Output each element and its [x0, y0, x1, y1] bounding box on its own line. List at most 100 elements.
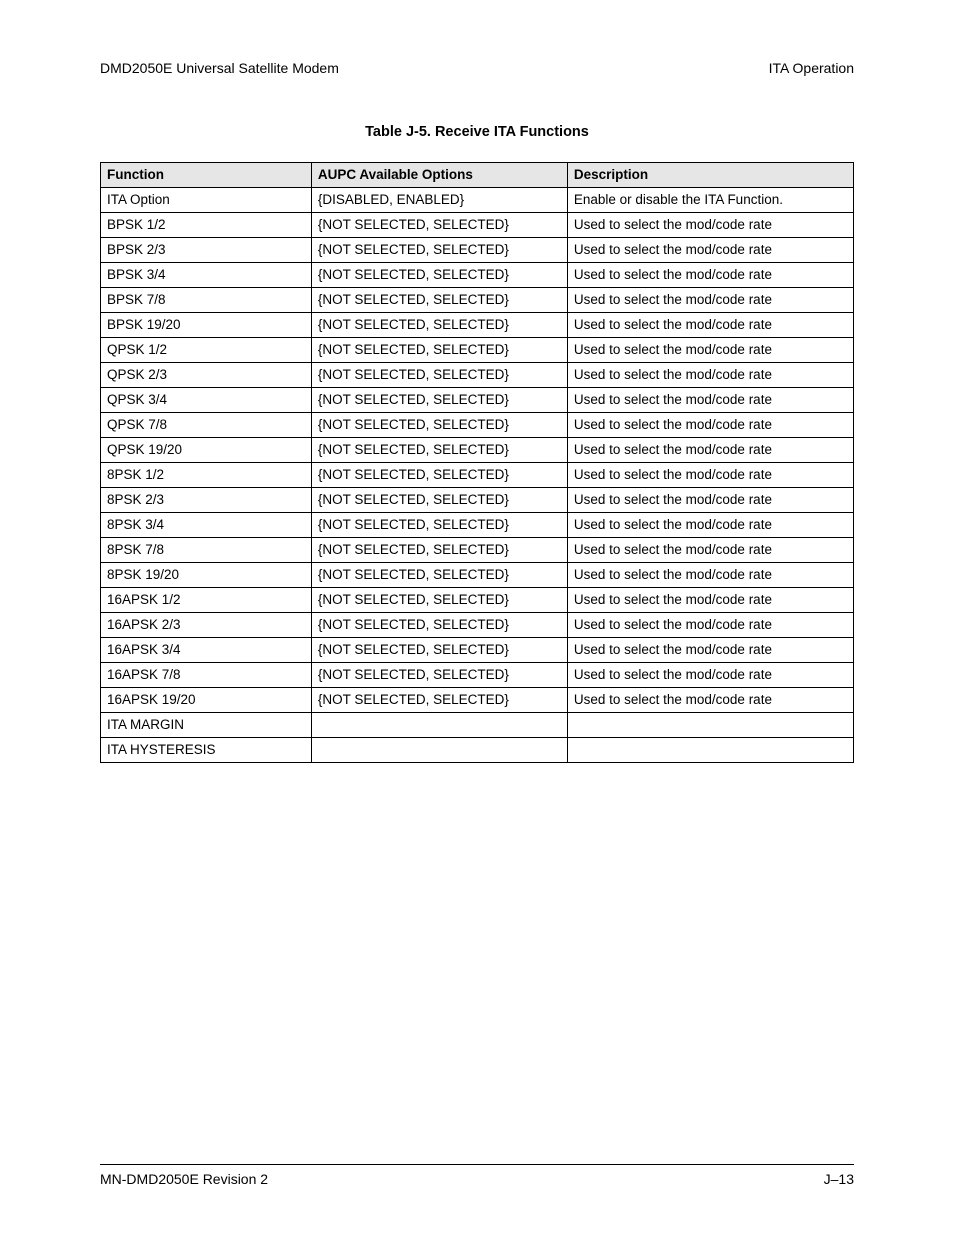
table-row: 16APSK 7/8{NOT SELECTED, SELECTED}Used t…: [101, 663, 854, 688]
table-row: QPSK 7/8{NOT SELECTED, SELECTED}Used to …: [101, 413, 854, 438]
table-cell: QPSK 1/2: [101, 338, 312, 363]
table-cell: {NOT SELECTED, SELECTED}: [311, 263, 567, 288]
table-cell: {NOT SELECTED, SELECTED}: [311, 638, 567, 663]
table-row: 8PSK 19/20{NOT SELECTED, SELECTED}Used t…: [101, 563, 854, 588]
table-cell: Enable or disable the ITA Function.: [567, 188, 853, 213]
table-cell: QPSK 2/3: [101, 363, 312, 388]
table-row: 16APSK 1/2{NOT SELECTED, SELECTED}Used t…: [101, 588, 854, 613]
table-cell: Used to select the mod/code rate: [567, 513, 853, 538]
footer-right: J–13: [824, 1171, 854, 1187]
table-cell: {NOT SELECTED, SELECTED}: [311, 563, 567, 588]
table-cell: {NOT SELECTED, SELECTED}: [311, 413, 567, 438]
page-header: DMD2050E Universal Satellite Modem ITA O…: [100, 60, 854, 76]
header-right: ITA Operation: [769, 60, 854, 76]
col-description: Description: [567, 163, 853, 188]
table-cell: [567, 713, 853, 738]
table-header-row: Function AUPC Available Options Descript…: [101, 163, 854, 188]
table-cell: {NOT SELECTED, SELECTED}: [311, 338, 567, 363]
table-row: BPSK 19/20{NOT SELECTED, SELECTED}Used t…: [101, 313, 854, 338]
table-cell: {NOT SELECTED, SELECTED}: [311, 588, 567, 613]
table-cell: {DISABLED, ENABLED}: [311, 188, 567, 213]
table-row: QPSK 2/3{NOT SELECTED, SELECTED}Used to …: [101, 363, 854, 388]
table-cell: QPSK 7/8: [101, 413, 312, 438]
ita-functions-table: Function AUPC Available Options Descript…: [100, 162, 854, 763]
table-row: ITA HYSTERESIS: [101, 738, 854, 763]
table-row: 16APSK 3/4{NOT SELECTED, SELECTED}Used t…: [101, 638, 854, 663]
table-cell: {NOT SELECTED, SELECTED}: [311, 238, 567, 263]
col-function: Function: [101, 163, 312, 188]
table-cell: Used to select the mod/code rate: [567, 338, 853, 363]
table-cell: Used to select the mod/code rate: [567, 438, 853, 463]
footer-left: MN-DMD2050E Revision 2: [100, 1171, 268, 1187]
table-row: 16APSK 2/3{NOT SELECTED, SELECTED}Used t…: [101, 613, 854, 638]
table-cell: [567, 738, 853, 763]
header-left: DMD2050E Universal Satellite Modem: [100, 60, 339, 76]
table-cell: BPSK 2/3: [101, 238, 312, 263]
table-cell: {NOT SELECTED, SELECTED}: [311, 313, 567, 338]
table-cell: {NOT SELECTED, SELECTED}: [311, 213, 567, 238]
table-cell: {NOT SELECTED, SELECTED}: [311, 463, 567, 488]
table-cell: {NOT SELECTED, SELECTED}: [311, 613, 567, 638]
table-cell: 8PSK 2/3: [101, 488, 312, 513]
table-cell: BPSK 1/2: [101, 213, 312, 238]
table-cell: {NOT SELECTED, SELECTED}: [311, 388, 567, 413]
col-options: AUPC Available Options: [311, 163, 567, 188]
table-cell: Used to select the mod/code rate: [567, 363, 853, 388]
table-cell: QPSK 19/20: [101, 438, 312, 463]
table-cell: 8PSK 7/8: [101, 538, 312, 563]
table-cell: QPSK 3/4: [101, 388, 312, 413]
table-cell: Used to select the mod/code rate: [567, 488, 853, 513]
table-row: BPSK 1/2{NOT SELECTED, SELECTED}Used to …: [101, 213, 854, 238]
table-cell: Used to select the mod/code rate: [567, 638, 853, 663]
table-cell: 8PSK 19/20: [101, 563, 312, 588]
table-row: 8PSK 1/2{NOT SELECTED, SELECTED}Used to …: [101, 463, 854, 488]
table-row: QPSK 19/20{NOT SELECTED, SELECTED}Used t…: [101, 438, 854, 463]
table-cell: {NOT SELECTED, SELECTED}: [311, 488, 567, 513]
table-cell: 16APSK 19/20: [101, 688, 312, 713]
table-cell: {NOT SELECTED, SELECTED}: [311, 688, 567, 713]
table-cell: Used to select the mod/code rate: [567, 663, 853, 688]
table-cell: 8PSK 3/4: [101, 513, 312, 538]
table-cell: Used to select the mod/code rate: [567, 213, 853, 238]
table-body: ITA Option{DISABLED, ENABLED}Enable or d…: [101, 188, 854, 763]
table-cell: Used to select the mod/code rate: [567, 563, 853, 588]
table-cell: 16APSK 7/8: [101, 663, 312, 688]
table-cell: {NOT SELECTED, SELECTED}: [311, 663, 567, 688]
table-cell: Used to select the mod/code rate: [567, 238, 853, 263]
table-row: QPSK 1/2{NOT SELECTED, SELECTED}Used to …: [101, 338, 854, 363]
table-cell: Used to select the mod/code rate: [567, 613, 853, 638]
table-cell: [311, 738, 567, 763]
table-cell: 16APSK 2/3: [101, 613, 312, 638]
table-cell: BPSK 7/8: [101, 288, 312, 313]
table-cell: Used to select the mod/code rate: [567, 288, 853, 313]
table-cell: 8PSK 1/2: [101, 463, 312, 488]
table-row: BPSK 2/3{NOT SELECTED, SELECTED}Used to …: [101, 238, 854, 263]
table-cell: ITA HYSTERESIS: [101, 738, 312, 763]
table-row: 8PSK 2/3{NOT SELECTED, SELECTED}Used to …: [101, 488, 854, 513]
table-cell: Used to select the mod/code rate: [567, 588, 853, 613]
table-cell: BPSK 3/4: [101, 263, 312, 288]
table-cell: Used to select the mod/code rate: [567, 263, 853, 288]
table-row: QPSK 3/4{NOT SELECTED, SELECTED}Used to …: [101, 388, 854, 413]
table-row: BPSK 3/4{NOT SELECTED, SELECTED}Used to …: [101, 263, 854, 288]
table-row: ITA Option{DISABLED, ENABLED}Enable or d…: [101, 188, 854, 213]
table-cell: Used to select the mod/code rate: [567, 688, 853, 713]
page-footer: MN-DMD2050E Revision 2 J–13: [100, 1164, 854, 1187]
table-row: BPSK 7/8{NOT SELECTED, SELECTED}Used to …: [101, 288, 854, 313]
table-cell: [311, 713, 567, 738]
table-cell: ITA MARGIN: [101, 713, 312, 738]
table-cell: {NOT SELECTED, SELECTED}: [311, 288, 567, 313]
table-cell: Used to select the mod/code rate: [567, 388, 853, 413]
table-cell: {NOT SELECTED, SELECTED}: [311, 513, 567, 538]
table-cell: ITA Option: [101, 188, 312, 213]
table-title: Table J-5. Receive ITA Functions: [100, 124, 854, 140]
table-cell: 16APSK 3/4: [101, 638, 312, 663]
table-cell: BPSK 19/20: [101, 313, 312, 338]
table-cell: {NOT SELECTED, SELECTED}: [311, 363, 567, 388]
table-row: 16APSK 19/20{NOT SELECTED, SELECTED}Used…: [101, 688, 854, 713]
table-cell: Used to select the mod/code rate: [567, 463, 853, 488]
table-row: ITA MARGIN: [101, 713, 854, 738]
document-page: DMD2050E Universal Satellite Modem ITA O…: [0, 0, 954, 1235]
table-row: 8PSK 3/4{NOT SELECTED, SELECTED}Used to …: [101, 513, 854, 538]
table-row: 8PSK 7/8{NOT SELECTED, SELECTED}Used to …: [101, 538, 854, 563]
